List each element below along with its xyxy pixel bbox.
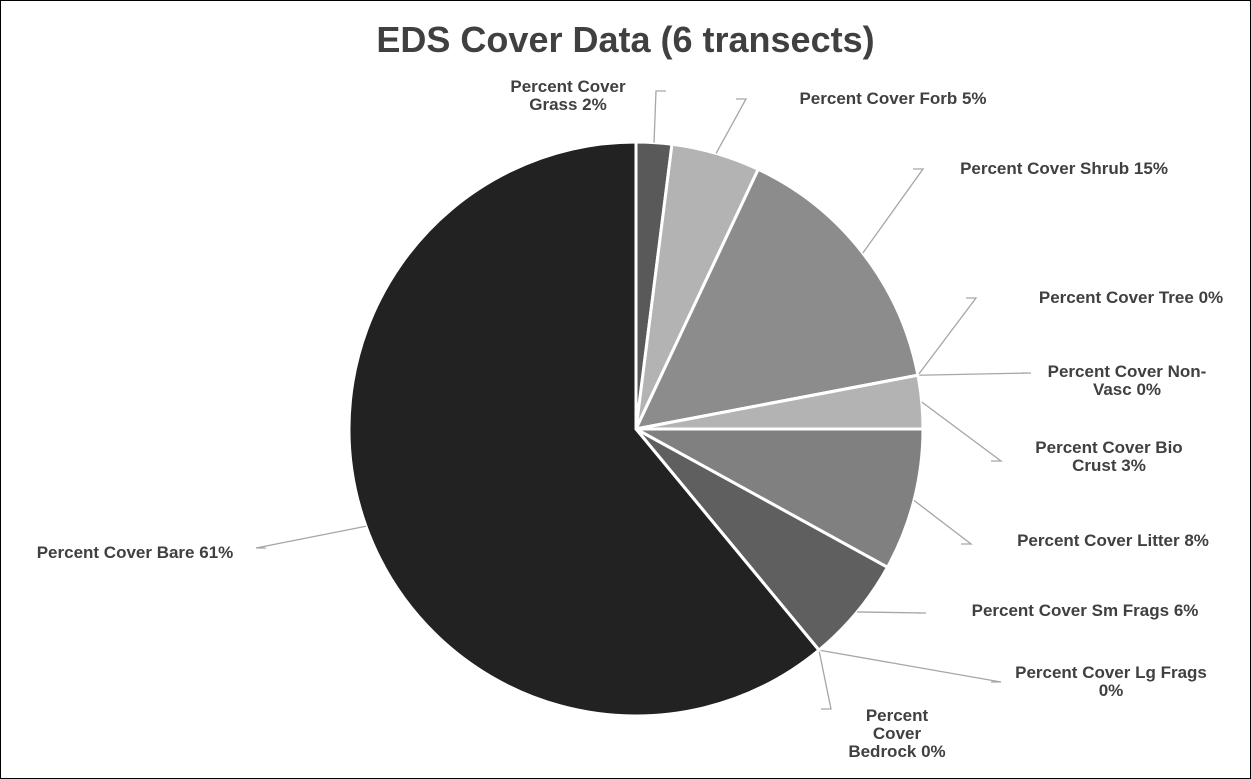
label-part: 6% bbox=[1173, 601, 1199, 620]
leader-line bbox=[857, 611, 927, 614]
label-part: Percent Cover Lg Frags bbox=[1015, 663, 1207, 682]
leader-line bbox=[255, 525, 367, 549]
label-part: 0% bbox=[921, 742, 946, 761]
label-part: Percent Cover Forb bbox=[799, 89, 958, 108]
data-label: Percent Cover Bare 61% bbox=[5, 544, 265, 562]
label-part: Percent Cover Non-Vasc bbox=[1047, 362, 1207, 399]
data-label: Percent Cover Non-Vasc 0% bbox=[1037, 363, 1217, 399]
leader-line bbox=[917, 372, 1032, 376]
leader-line bbox=[862, 168, 925, 254]
data-label: Percent Cover Bio Crust 3% bbox=[1024, 439, 1194, 475]
data-label: Percent Cover Tree 0% bbox=[1011, 288, 1250, 307]
label-part: 0% bbox=[1098, 681, 1124, 700]
data-label: Percent Cover Bedrock 0% bbox=[847, 707, 947, 761]
leader-line bbox=[818, 650, 832, 710]
data-label: Percent Cover Litter 8% bbox=[983, 532, 1243, 550]
label-part: Percent Cover Litter bbox=[1017, 531, 1180, 550]
label-part: Percent Cover Sm Frags bbox=[971, 601, 1170, 620]
label-part: 3% bbox=[1121, 456, 1146, 475]
leader-line bbox=[715, 98, 748, 154]
chart-title: EDS Cover Data (6 transects) bbox=[376, 19, 875, 60]
label-part: Percent Cover Bedrock bbox=[848, 706, 929, 761]
label-part: 5% bbox=[961, 89, 987, 108]
leader-line bbox=[913, 499, 973, 545]
label-part: 0% bbox=[1136, 380, 1162, 399]
label-part: 15% bbox=[1133, 159, 1168, 178]
data-label: Percent Cover Lg Frags 0% bbox=[1011, 664, 1211, 700]
label-part: Percent Cover Grass bbox=[510, 77, 626, 114]
data-label: Percent Cover Shrub 15% bbox=[944, 160, 1184, 178]
pie-slice bbox=[635, 427, 925, 570]
label-part: 0% bbox=[1198, 288, 1224, 307]
label-part: Percent Cover Tree bbox=[1038, 288, 1194, 307]
leader-line bbox=[917, 297, 978, 376]
label-part: Percent Cover Bio Crust bbox=[1035, 438, 1183, 475]
leader-line bbox=[653, 90, 666, 143]
label-part: 2% bbox=[582, 95, 607, 114]
data-label: Percent Cover Grass 2% bbox=[493, 78, 643, 114]
leader-line bbox=[818, 649, 1002, 683]
data-label: Percent Cover Forb 5% bbox=[773, 90, 1013, 108]
label-part: Percent Cover Bare bbox=[36, 543, 195, 562]
label-part: Percent Cover Shrub bbox=[960, 159, 1130, 178]
pie-slice bbox=[633, 167, 920, 432]
label-part: 61% bbox=[199, 543, 234, 562]
leader-line bbox=[921, 401, 1003, 462]
data-label: Percent Cover Sm Frags 6% bbox=[940, 602, 1230, 620]
label-part: 8% bbox=[1184, 531, 1209, 550]
